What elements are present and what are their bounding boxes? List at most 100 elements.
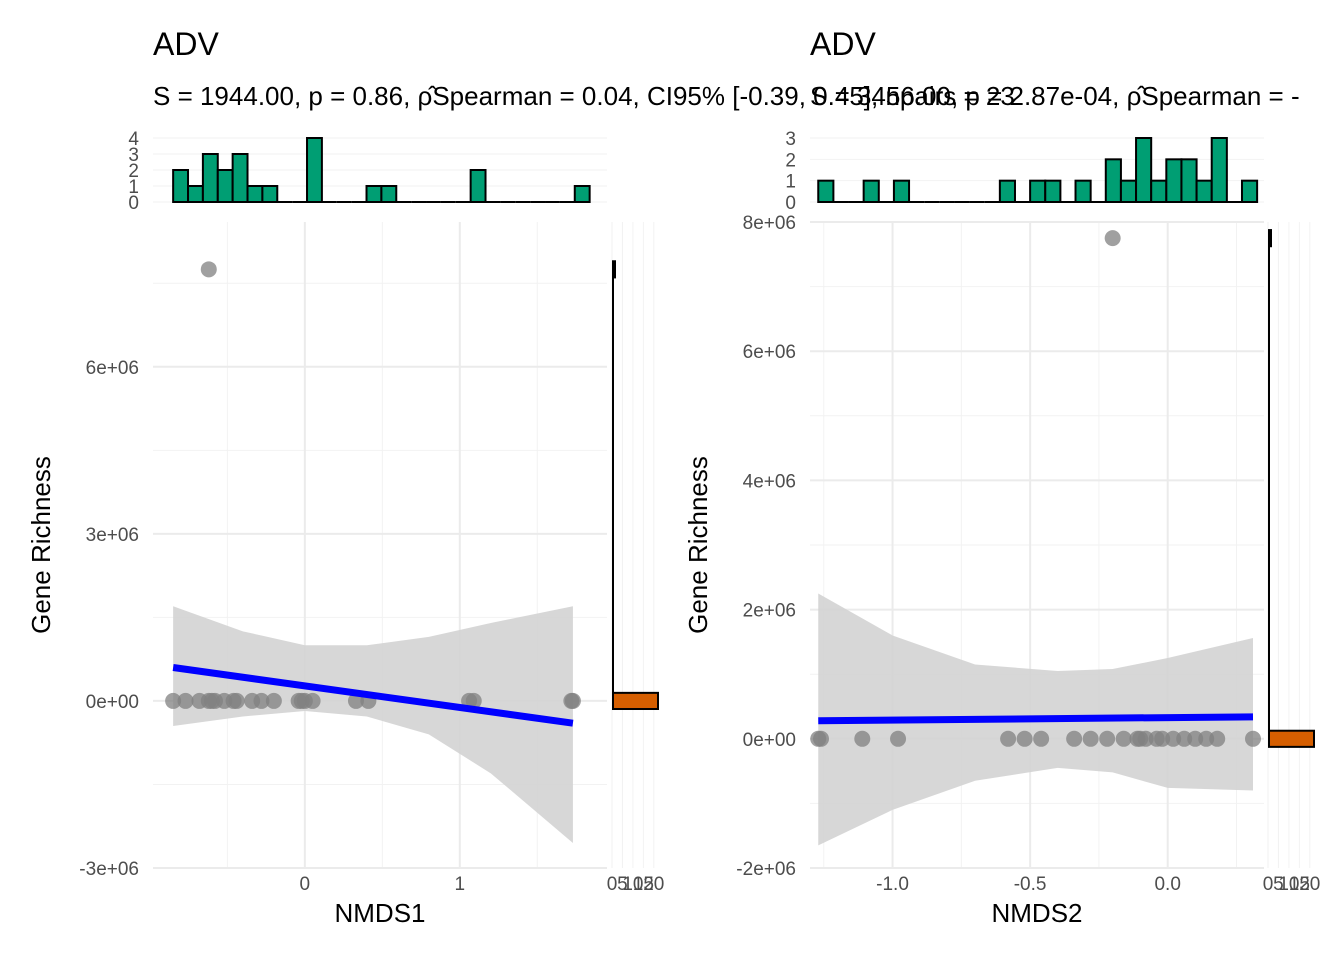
y-axis-title: Gene Richness [26, 456, 56, 634]
side-hist-tick-label: 5 [1273, 874, 1284, 895]
top-hist-tick-label: 3 [128, 145, 139, 166]
side-hist-tick-label: 15 [633, 874, 654, 895]
top-hist-bar [862, 179, 880, 204]
data-point [1099, 730, 1116, 747]
y-tick-label: 3e+06 [86, 525, 139, 546]
regression-line [818, 713, 1254, 725]
top-hist-bar [1180, 158, 1198, 203]
side-hist-tick-label: 5 [617, 874, 628, 895]
data-point [1137, 730, 1154, 747]
top-hist-bar [1104, 158, 1122, 203]
side-hist-tick-label: 0 [607, 874, 618, 895]
y-tick-label: 8e+06 [743, 213, 796, 234]
y-tick-label: 0e+00 [743, 730, 796, 751]
data-point [813, 730, 830, 747]
data-point [1154, 730, 1171, 747]
x-tick-label: 1 [455, 874, 466, 895]
top-hist-tick-label: 0 [128, 193, 139, 214]
top-hist-bar [1135, 137, 1153, 203]
side-hist-tick-label: 20 [643, 874, 664, 895]
panel-1: ADV S = 1944.00, p = 0.86, ρ̂Spearman = 0… [26, 26, 1015, 928]
chart-subtitle: S = 1944.00, p = 0.86, ρ̂Spearman = 0.04… [153, 81, 1015, 111]
x-axis-title: NMDS1 [334, 898, 425, 928]
top-hist-bar [1044, 179, 1062, 204]
data-point [1198, 730, 1215, 747]
top-hist-tick-label: 1 [128, 177, 139, 198]
top-hist-bar [1165, 158, 1183, 203]
x-axis-title: NMDS2 [991, 898, 1082, 928]
data-point [1016, 730, 1033, 747]
data-point [1165, 730, 1182, 747]
chart-title: ADV [810, 26, 876, 62]
data-point [200, 261, 217, 278]
top-hist-bar [1195, 179, 1213, 204]
top-hist-tick-label: 0 [785, 193, 796, 214]
data-point [177, 692, 194, 709]
top-hist-bar [1119, 179, 1138, 204]
x-tick-label: -0.5 [1014, 874, 1047, 895]
y-tick-label: 4e+06 [743, 471, 796, 492]
top-hist-bar [469, 169, 487, 203]
y-tick-label: 6e+06 [743, 342, 796, 363]
chart-title: ADV [153, 26, 219, 62]
top-hist-bar [573, 185, 591, 203]
data-point [253, 692, 270, 709]
top-hist-bar [246, 185, 264, 203]
data-point [265, 692, 282, 709]
data-point [1033, 730, 1050, 747]
y-tick-label: -2e+06 [736, 859, 796, 880]
chart-subtitle: S = 3456.00, p = 2.87e-04, ρ̂Spearman = … [810, 81, 1300, 111]
data-point [1082, 730, 1099, 747]
top-hist-bar [1150, 179, 1168, 204]
top-hist-bar [216, 169, 234, 203]
data-point [1176, 730, 1193, 747]
top-hist-bar [306, 137, 323, 203]
regression-line [172, 664, 574, 727]
y-tick-label: 2e+06 [743, 601, 796, 622]
top-hist-bar [365, 185, 383, 203]
data-point [1066, 730, 1083, 747]
top-hist-tick-label: 2 [128, 161, 139, 182]
data-point [465, 692, 482, 709]
data-point [304, 692, 321, 709]
x-tick-label: -1.0 [876, 874, 909, 895]
data-point [1209, 730, 1226, 747]
y-tick-label: 6e+06 [86, 358, 139, 379]
top-hist-bar [261, 185, 279, 203]
side-hist-tick-label: 15 [1289, 874, 1310, 895]
top-hist-tick-label: 3 [785, 129, 796, 150]
top-hist-bar [892, 179, 911, 204]
panel-2: ADV S = 3456.00, p = 2.87e-04, ρ̂Spearman… [683, 26, 1320, 928]
side-hist-tick-label: 20 [1299, 874, 1320, 895]
x-tick-label: 0 [300, 874, 311, 895]
top-hist-tick-label: 2 [785, 150, 796, 171]
top-hist-bar [380, 185, 398, 203]
data-point [165, 692, 182, 709]
top-hist-tick-label: 1 [785, 172, 796, 193]
side-hist-bar [612, 260, 616, 279]
top-hist-tick-label: 4 [128, 129, 139, 150]
y-tick-label: -3e+06 [79, 859, 139, 880]
top-hist-bar [1074, 179, 1092, 204]
side-hist-bar [612, 691, 659, 711]
data-point [854, 730, 871, 747]
data-point [564, 692, 581, 709]
side-hist-tick-label: 0 [1263, 874, 1274, 895]
side-hist-tick-label: 10 [1278, 874, 1299, 895]
confidence-band [173, 606, 573, 843]
y-axis-title: Gene Richness [683, 456, 713, 634]
top-hist-bar [817, 179, 835, 204]
data-point [1104, 230, 1121, 247]
data-point [1115, 730, 1132, 747]
side-hist-tick-label: 10 [622, 874, 643, 895]
top-hist-bar [172, 169, 190, 203]
data-point [228, 692, 245, 709]
x-tick-label: 0.0 [1154, 874, 1180, 895]
data-point [890, 730, 907, 747]
top-hist-bar [998, 179, 1016, 204]
data-point [1000, 730, 1017, 747]
top-hist-bar [187, 185, 204, 203]
top-hist-bar [1240, 179, 1259, 204]
y-tick-label: 0e+00 [86, 692, 139, 713]
side-hist-bar [1268, 729, 1315, 748]
